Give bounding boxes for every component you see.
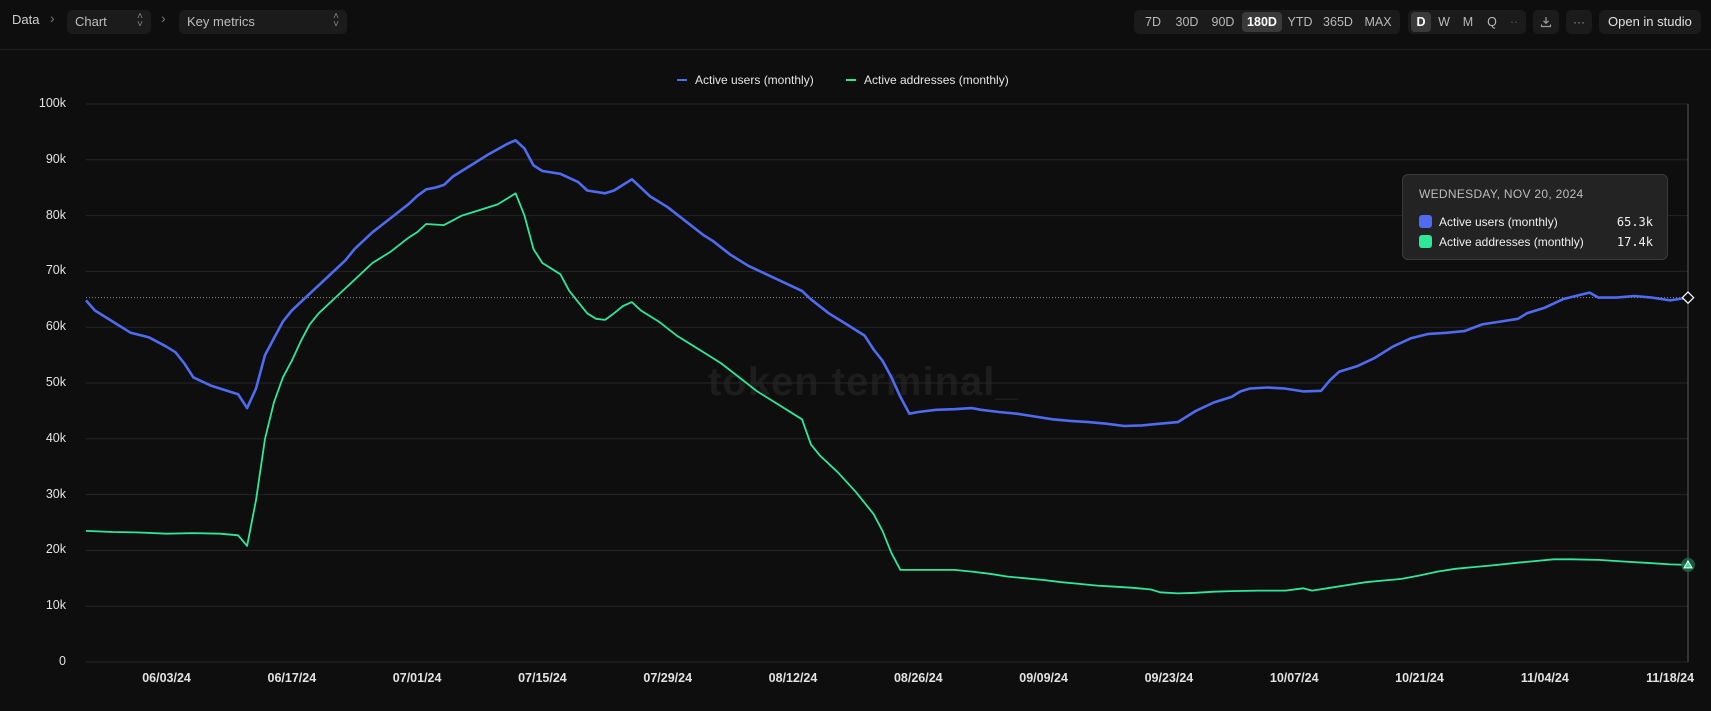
- y-tick-label: 60k: [45, 319, 66, 334]
- tooltip-label-users: Active users (monthly): [1439, 215, 1558, 229]
- x-tick-label: 10/21/24: [1395, 671, 1444, 685]
- x-tick-label: 06/17/24: [267, 671, 317, 685]
- y-tick-label: 90k: [45, 151, 66, 166]
- legend-item-addresses[interactable]: Active addresses (monthly): [846, 73, 1009, 87]
- hover-marker-addresses: [1683, 559, 1693, 569]
- y-tick-label: 70k: [45, 263, 66, 278]
- x-tick-label: 09/09/24: [1019, 671, 1068, 685]
- granularity-selector: D W M Q ··: [1408, 10, 1526, 34]
- legend-swatch-users: [677, 78, 687, 81]
- series-line-active-users: [85, 139, 1689, 428]
- granularity-quarter[interactable]: Q: [1487, 15, 1497, 29]
- x-tick-label: 07/15/24: [518, 671, 567, 685]
- metric-select-label: Key metrics: [187, 14, 255, 29]
- y-tick-label: 100k: [38, 96, 66, 110]
- range-ytd[interactable]: YTD: [1287, 15, 1313, 29]
- x-tick-label: 06/03/24: [142, 671, 191, 685]
- legend-item-users[interactable]: Active users (monthly): [677, 73, 814, 87]
- x-tick-label: 08/12/24: [768, 671, 818, 685]
- y-tick-label: 80k: [45, 207, 66, 222]
- chevron-updown-icon: ˄ ˅: [137, 11, 143, 30]
- tooltip-label-addresses: Active addresses (monthly): [1439, 235, 1584, 249]
- range-max[interactable]: MAX: [1364, 15, 1392, 29]
- range-90d[interactable]: 90D: [1211, 15, 1235, 29]
- granularity-more[interactable]: ··: [1509, 15, 1519, 29]
- tooltip-swatch-users: [1419, 215, 1432, 229]
- x-tick-label: 11/18/24: [1646, 671, 1695, 685]
- breadcrumb-root[interactable]: Data: [12, 12, 40, 27]
- x-tick-label: 11/04/24: [1520, 671, 1569, 685]
- x-tick-label: 07/29/24: [643, 671, 693, 685]
- y-tick-label: 30k: [45, 486, 66, 501]
- open-in-studio-button[interactable]: Open in studio: [1599, 10, 1701, 34]
- chart-type-select-label: Chart: [75, 14, 107, 29]
- range-selector: 7D 30D 90D 180D YTD 365D MAX: [1134, 10, 1400, 34]
- chart-type-select[interactable]: Chart ˄ ˅: [67, 10, 151, 34]
- legend-label-users: Active users (monthly): [695, 73, 814, 87]
- legend-swatch-addresses: [846, 78, 856, 81]
- download-icon[interactable]: [1533, 10, 1559, 34]
- top-bar: Data › Chart ˄ ˅ › Key metrics ˄ ˅ 7D 30D …: [0, 0, 1711, 50]
- x-tick-label: 07/01/24: [392, 671, 442, 685]
- y-tick-label: 50k: [45, 375, 66, 389]
- tooltip-date: WEDNESDAY, NOV 20, 2024: [1419, 187, 1584, 201]
- range-365d[interactable]: 365D: [1323, 15, 1353, 29]
- tooltip-swatch-addresses: [1419, 235, 1432, 249]
- legend-label-addresses: Active addresses (monthly): [864, 73, 1009, 87]
- y-tick-label: 0: [59, 654, 66, 668]
- tooltip-row-users: Active users (monthly) 65.3k: [1419, 215, 1653, 229]
- y-tick-label: 20k: [45, 542, 66, 557]
- metric-select[interactable]: Key metrics ˄ ˅: [179, 10, 347, 34]
- granularity-month[interactable]: M: [1462, 15, 1474, 29]
- hover-marker-users: [1681, 291, 1695, 305]
- chevron-right-icon: ›: [50, 10, 55, 26]
- tooltip-row-addresses: Active addresses (monthly) 17.4k: [1419, 235, 1653, 249]
- chevron-updown-icon: ˄ ˅: [333, 11, 339, 30]
- granularity-day[interactable]: D: [1411, 12, 1431, 32]
- granularity-week[interactable]: W: [1438, 15, 1450, 29]
- x-tick-label: 10/07/24: [1269, 671, 1319, 685]
- chevron-right-icon: ›: [161, 10, 166, 26]
- more-options-icon[interactable]: ···: [1566, 10, 1592, 34]
- series-line-active-addresses: [85, 192, 1689, 595]
- watermark: token terminal_: [708, 360, 1019, 404]
- hover-tooltip: WEDNESDAY, NOV 20, 2024 Active users (mo…: [1402, 174, 1668, 260]
- range-7d[interactable]: 7D: [1145, 15, 1161, 29]
- range-30d[interactable]: 30D: [1175, 15, 1199, 29]
- y-tick-label: 40k: [45, 430, 66, 445]
- tooltip-value-users: 65.3k: [1616, 215, 1653, 229]
- x-tick-label: 08/26/24: [893, 671, 943, 685]
- tooltip-value-addresses: 17.4k: [1616, 235, 1653, 249]
- x-tick-label: 09/23/24: [1144, 671, 1194, 685]
- y-tick-label: 10k: [45, 598, 66, 613]
- range-180d[interactable]: 180D: [1242, 12, 1282, 32]
